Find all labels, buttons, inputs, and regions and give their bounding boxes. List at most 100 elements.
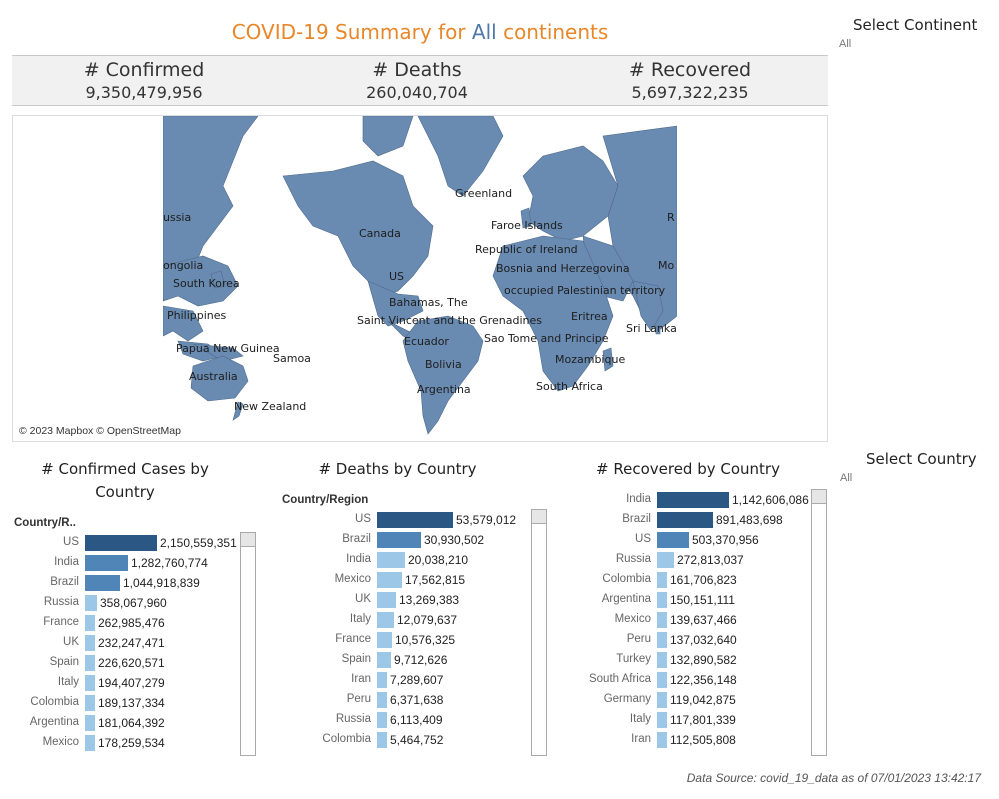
recovered-row-label[interactable]: India [626,493,651,505]
world-map[interactable]: ussia Canada Greenland Faroe Islands Rep… [12,115,828,442]
deaths-bar[interactable] [377,552,405,568]
recovered-row-label[interactable]: Mexico [614,613,651,625]
recovered-scrollbar[interactable] [811,489,827,756]
confirmed-bar-value: 2,150,559,351 [160,536,237,550]
recovered-row-label[interactable]: Argentina [601,593,651,605]
recovered-bar[interactable] [657,712,667,728]
deaths-scroll-thumb[interactable] [532,510,546,524]
recovered-bar[interactable] [657,552,674,568]
recovered-bar[interactable] [657,572,667,588]
data-source-note: Data Source: covid_19_data as of 07/01/2… [686,771,981,785]
kpi-deaths: # Deaths 260,040,704 [297,58,537,104]
deaths-bar[interactable] [377,572,402,588]
recovered-bar[interactable] [657,652,667,668]
deaths-bar[interactable] [377,652,391,668]
recovered-bar[interactable] [657,672,667,688]
map-label-greenland: Greenland [455,187,512,200]
confirmed-row-label[interactable]: Russia [43,596,79,608]
confirmed-row-label[interactable]: Mexico [42,736,79,748]
recovered-bar[interactable] [657,732,667,748]
recovered-row-label[interactable]: Iran [631,733,651,745]
confirmed-row-label[interactable]: Italy [57,676,79,688]
recovered-bar[interactable] [657,532,689,548]
recovered-row-label[interactable]: Italy [629,713,651,725]
deaths-row-label[interactable]: France [335,633,371,645]
deaths-row-label[interactable]: India [346,553,371,565]
recovered-bar-value: 117,801,339 [670,713,736,727]
confirmed-bar[interactable] [85,675,95,691]
confirmed-row-label[interactable]: Spain [49,656,79,668]
deaths-bar[interactable] [377,732,387,748]
confirmed-bar[interactable] [85,595,97,611]
recovered-row-label[interactable]: Brazil [622,513,651,525]
deaths-row-label[interactable]: Iran [351,673,371,685]
deaths-row-label[interactable]: UK [355,593,371,605]
confirmed-bar-value: 232,247,471 [98,636,165,650]
recovered-row-label[interactable]: Peru [626,633,651,645]
confirmed-bar-value: 194,407,279 [98,676,165,690]
map-credit[interactable]: © 2023 Mapbox © OpenStreetMap [19,425,181,437]
deaths-bar[interactable] [377,612,394,628]
deaths-scrollbar[interactable] [531,509,547,756]
deaths-row-label[interactable]: US [355,513,371,525]
deaths-row-label[interactable]: Italy [349,613,371,625]
confirmed-row-label[interactable]: India [54,556,79,568]
confirmed-bar[interactable] [85,615,95,631]
recovered-bar[interactable] [657,612,667,628]
deaths-row-label[interactable]: Colombia [322,733,371,745]
map-label-russia-left: ussia [163,211,191,224]
recovered-row-label[interactable]: South Africa [588,673,651,685]
confirmed-bar[interactable] [85,715,95,731]
country-filter-value[interactable]: All [840,472,853,484]
recovered-scroll-thumb[interactable] [812,490,826,504]
title-continent: All [471,20,497,44]
deaths-bar-value: 6,371,638 [390,693,444,707]
kpi-confirmed-label: # Confirmed [83,59,205,81]
confirmed-bar[interactable] [85,575,120,591]
confirmed-bar[interactable] [85,695,95,711]
recovered-row-label[interactable]: Russia [615,553,651,565]
deaths-row-label[interactable]: Russia [335,713,371,725]
recovered-bar[interactable] [657,592,667,608]
deaths-bar[interactable] [377,532,421,548]
recovered-bar[interactable] [657,632,667,648]
confirmed-row-label[interactable]: US [63,536,79,548]
confirmed-bar-value: 178,259,534 [98,736,165,750]
confirmed-row-label[interactable]: Brazil [50,576,79,588]
confirmed-row-label[interactable]: France [43,616,79,628]
continent-filter-value[interactable]: All [839,38,852,50]
confirmed-bar[interactable] [85,535,157,551]
deaths-bar[interactable] [377,632,392,648]
deaths-row-label[interactable]: Brazil [342,533,371,545]
recovered-row-label[interactable]: Germany [603,693,651,705]
confirmed-column-header[interactable]: Country/R.. [14,517,76,529]
confirmed-scroll-thumb[interactable] [241,533,255,547]
deaths-row-label[interactable]: Spain [341,653,371,665]
deaths-bar[interactable] [377,512,453,528]
confirmed-bar[interactable] [85,555,128,571]
recovered-bar-value: 112,505,808 [670,733,736,747]
deaths-bar[interactable] [377,592,396,608]
recovered-row-label[interactable]: Colombia [602,573,651,585]
confirmed-row-label[interactable]: Argentina [29,716,79,728]
confirmed-bar-value: 226,620,571 [98,656,165,670]
recovered-bar[interactable] [657,512,713,528]
confirmed-row-label[interactable]: Colombia [30,696,79,708]
recovered-row-label[interactable]: Turkey [616,653,651,665]
recovered-row-label[interactable]: US [635,533,651,545]
confirmed-row-label[interactable]: UK [63,636,79,648]
deaths-bar[interactable] [377,672,387,688]
confirmed-bar[interactable] [85,735,95,751]
confirmed-bar[interactable] [85,635,95,651]
confirmed-bar[interactable] [85,655,95,671]
recovered-bar[interactable] [657,692,667,708]
deaths-bar[interactable] [377,712,387,728]
confirmed-scrollbar[interactable] [240,532,256,756]
deaths-bar[interactable] [377,692,387,708]
recovered-bar[interactable] [657,492,729,508]
deaths-row-label[interactable]: Mexico [334,573,371,585]
deaths-row-label[interactable]: Peru [346,693,371,705]
deaths-column-header[interactable]: Country/Region [282,494,369,506]
title-suffix: continents [496,20,609,44]
world-map-canvas[interactable]: ussia Canada Greenland Faroe Islands Rep… [163,116,677,436]
